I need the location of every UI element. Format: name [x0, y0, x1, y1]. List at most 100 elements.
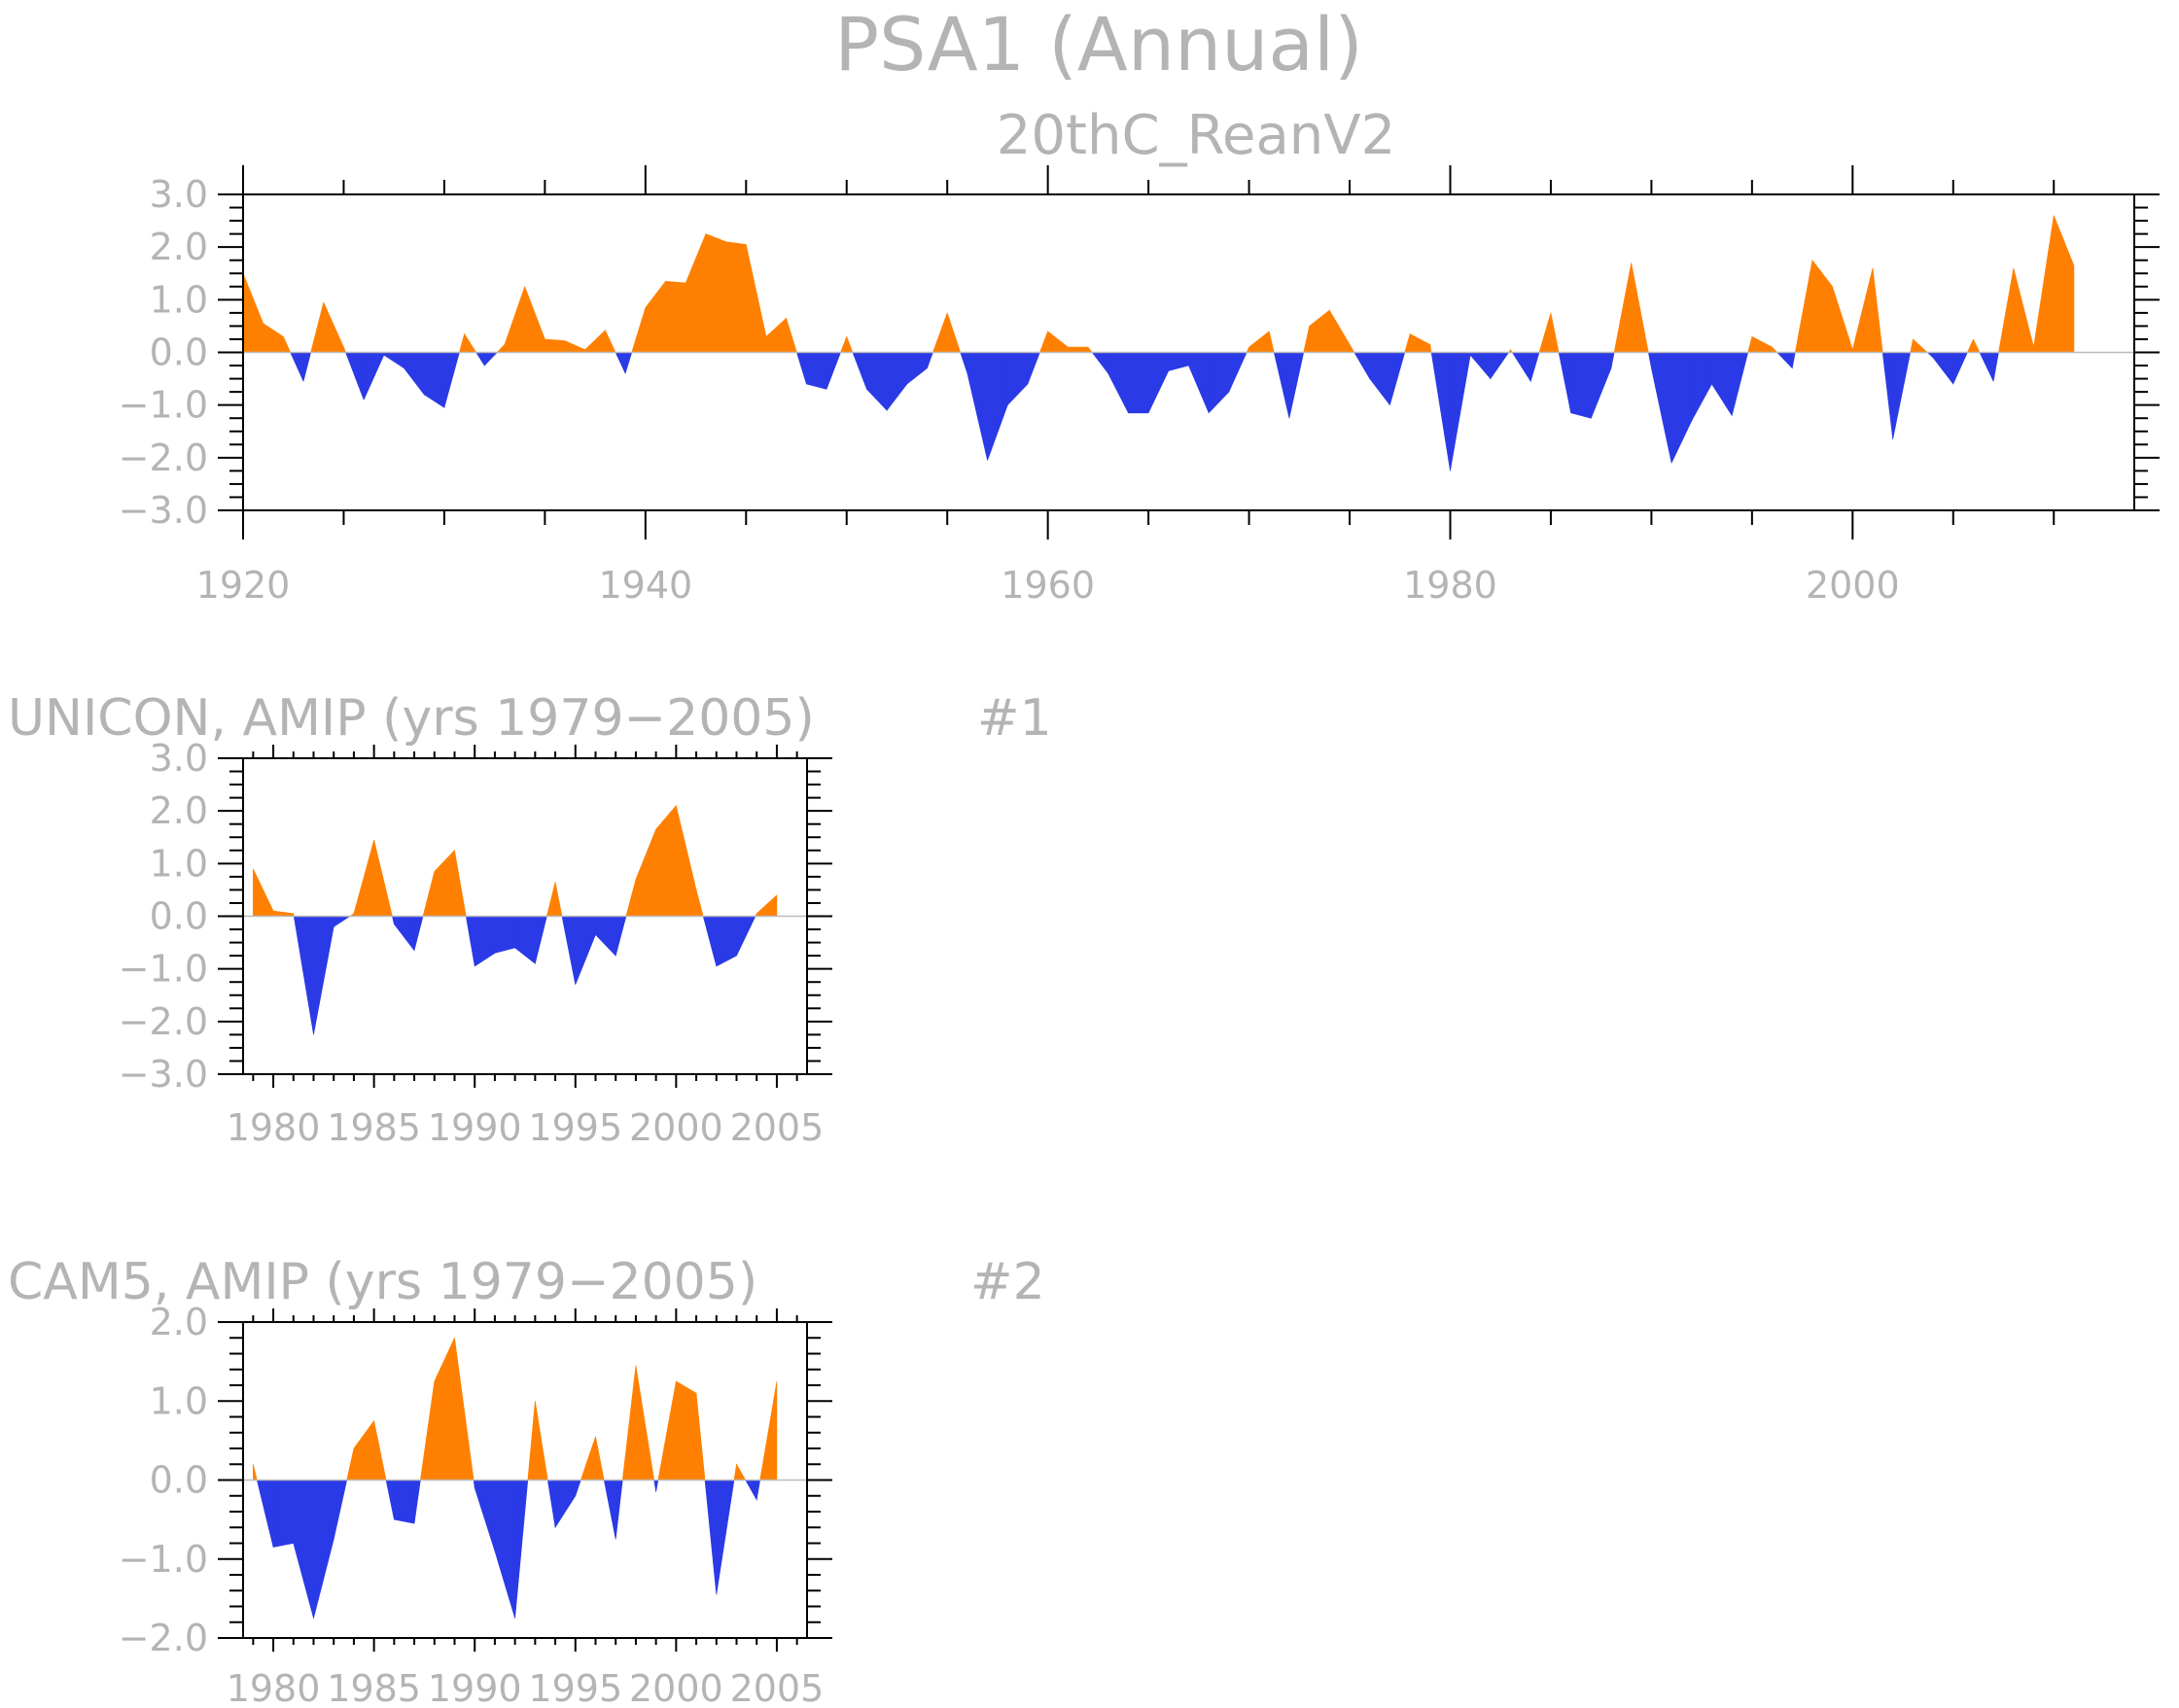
area-segment-1987	[1591, 352, 1612, 419]
area-segment-1959-b	[1038, 331, 1048, 353]
area-segment-1996-b	[603, 1480, 616, 1540]
area-segment-1990	[474, 916, 496, 967]
area-segment-1988	[434, 1338, 455, 1481]
area-segment-1989-a	[454, 850, 467, 917]
area-segment-1997-b	[621, 1365, 637, 1481]
panel-0-subtitle: 20thC_ReanV2	[997, 104, 1395, 167]
area-segment-1932-b	[496, 343, 506, 353]
panel-20thc-reanv2: −3.0 −2.0 −1.0 0.0 1.0 2.0 3.0 1920 1940 1960 1980…	[119, 165, 2160, 607]
area-segment-1965	[1147, 352, 1170, 413]
area-segment-1985-b	[1558, 352, 1571, 413]
area-segment-1939-b	[631, 307, 647, 353]
area-segment-1987-a	[413, 1480, 421, 1524]
area-segment-2010	[2053, 215, 2075, 353]
area-segment-1983-a	[333, 916, 351, 927]
area-segment-2005-a	[1952, 352, 1968, 385]
area-segment-1987-b	[420, 1380, 436, 1481]
area-segment-1983-b	[346, 1447, 355, 1481]
area-segment-1966	[1168, 352, 1189, 371]
area-segment-1921	[263, 323, 284, 353]
area-segment-1967	[1188, 352, 1210, 413]
area-segment-1961	[1068, 346, 1089, 353]
x-tick-label: 1980	[227, 1667, 321, 1708]
x-tick-label: 1980	[227, 1106, 321, 1149]
area-segment-1999-a	[655, 1480, 659, 1492]
area-segment-2004-b	[759, 1380, 778, 1481]
y-tick-label: −1.0	[119, 384, 208, 427]
area-segment-1984-a	[1529, 352, 1540, 382]
area-segment-1991	[1670, 352, 1693, 464]
area-segment-1932-a	[483, 352, 498, 366]
area-segment-1990	[474, 1480, 496, 1551]
area-segment-1952	[886, 352, 908, 411]
area-segment-1949-b	[840, 336, 848, 353]
area-segment-1950-b	[852, 352, 867, 390]
area-segment-1998	[635, 829, 656, 917]
y-tick-label: 3.0	[150, 173, 208, 216]
area-segment-1931-a	[464, 332, 477, 353]
x-tick-label: 2000	[629, 1667, 723, 1708]
area-segment-1997-b	[1794, 260, 1813, 353]
area-segment-1997-b	[625, 879, 637, 917]
y-tick-label: 1.0	[150, 842, 208, 885]
area-segment-1989-a	[1631, 262, 1649, 353]
area-segment-1959-a	[1027, 352, 1040, 385]
area-segment-1956	[966, 352, 988, 461]
area-segment-1947-a	[786, 318, 797, 353]
area-segment-1945	[745, 244, 767, 353]
area-segment-1980	[1450, 352, 1471, 471]
page-title: PSA1 (Annual)	[834, 1, 1362, 87]
panel-2-title: CAM5, AMIP (yrs 1979−2005)	[8, 1253, 757, 1311]
area-segment-1982-a	[1490, 352, 1510, 380]
y-tick-label: 0.0	[150, 331, 208, 374]
area-segment-1984	[353, 839, 374, 917]
area-segment-1969-a	[1228, 352, 1248, 393]
area-segment-1930-a	[443, 352, 460, 408]
area-segment-2002-b	[1910, 338, 1914, 353]
panel-2-tag: #2	[970, 1253, 1045, 1311]
area-segment-1920	[242, 273, 264, 353]
area-segment-1971-a	[1268, 331, 1275, 353]
area-segment-1989-a	[454, 1338, 474, 1481]
y-tick-label: 2.0	[150, 226, 208, 268]
area-segment-1925-b	[345, 352, 365, 401]
area-segment-1993-b	[546, 882, 556, 917]
area-segment-1986	[394, 1480, 415, 1524]
area-segment-1985-b	[385, 1480, 395, 1520]
area-segment-1957	[987, 352, 1008, 461]
area-segment-1996	[595, 916, 616, 957]
x-tick-label: 1985	[327, 1667, 421, 1708]
area-segment-1986	[1570, 352, 1592, 419]
area-segment-1960	[1047, 331, 1069, 353]
area-segment-1981-b	[293, 916, 314, 1035]
area-segment-1979-b	[256, 1480, 274, 1548]
area-segment-1995	[575, 916, 596, 986]
area-segment-1976	[1369, 352, 1390, 406]
area-segment-1971-b	[1273, 352, 1290, 419]
area-segment-2004	[1932, 352, 1954, 385]
area-segment-1942	[685, 233, 707, 353]
y-tick-label: −2.0	[119, 1617, 208, 1659]
area-segment-1993-b	[546, 1480, 556, 1528]
area-segment-2005-b	[1966, 338, 1974, 353]
area-segment-1989-b	[465, 916, 475, 967]
x-tick-label: 1980	[1403, 564, 1497, 607]
area-segment-1975-b	[1353, 352, 1371, 380]
area-segment-1985-a	[373, 839, 393, 917]
area-segment-1962-a	[1087, 346, 1093, 353]
area-segment-2008	[2013, 267, 2034, 353]
area-segment-1975-a	[1349, 343, 1355, 353]
area-segment-1934	[524, 286, 545, 353]
area-segment-1996-a	[595, 1436, 605, 1481]
area-segment-1925-a	[343, 346, 346, 353]
area-segment-1993	[1711, 352, 1733, 417]
area-segment-1922-b	[290, 352, 304, 382]
area-segment-1947-b	[796, 352, 807, 385]
x-tick-label: 2005	[730, 1106, 825, 1149]
x-tick-label: 1995	[528, 1667, 622, 1708]
area-segment-1929	[423, 352, 445, 408]
area-segment-1988	[434, 850, 455, 917]
area-segment-2000	[676, 805, 697, 917]
area-segment-1992	[1691, 352, 1712, 422]
area-segment-1999	[1832, 286, 1853, 353]
